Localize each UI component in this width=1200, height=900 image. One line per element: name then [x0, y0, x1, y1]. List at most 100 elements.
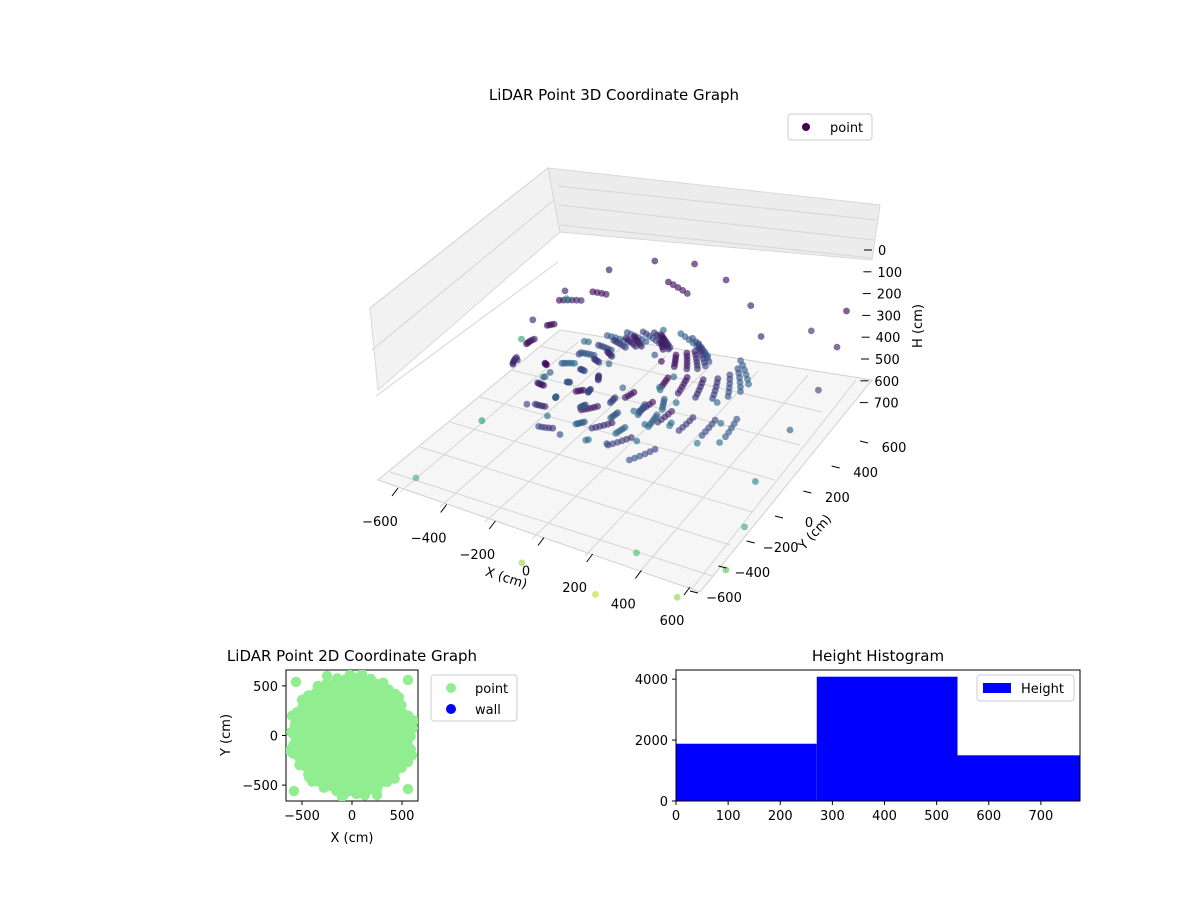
pane-back-right [547, 167, 881, 261]
x-tick-label-hist: 400 [872, 809, 897, 824]
point-3d [689, 414, 697, 421]
point-3d [603, 440, 611, 448]
point-2d [346, 779, 358, 791]
point-2d [365, 673, 376, 684]
point-3d [657, 331, 664, 338]
point-3d [518, 335, 525, 343]
x-tick-3d [488, 520, 496, 530]
point-3d [549, 424, 557, 432]
point-3d [529, 316, 537, 324]
legend-3d-frame [787, 113, 873, 141]
y-tick-3d [774, 515, 784, 519]
z-tick-label-3d: 300 [876, 309, 901, 324]
chart-2d: LiDAR Point 2D Coordinate Graph −500−500… [219, 647, 518, 846]
histogram-bar [676, 743, 817, 801]
z-tick-label-3d: 600 [874, 375, 899, 390]
y-axis-label-3d: Y (cm) [795, 512, 835, 554]
point-3d [843, 307, 850, 315]
point-2d [359, 790, 370, 801]
point-3d [541, 403, 549, 410]
histogram-ticks: 0 100 200 300 400 500 600 700 0 2000 4000 [635, 673, 1053, 824]
x-tick-label-2d: −500 [284, 809, 320, 824]
point-3d [699, 376, 707, 383]
x-tick-3d [440, 504, 448, 513]
point-2d [286, 745, 296, 756]
point-3d [540, 381, 547, 389]
x-tick-label-2d: 0 [348, 809, 356, 824]
point-3d [412, 474, 420, 482]
chart-2d-title: LiDAR Point 2D Coordinate Graph [227, 647, 477, 665]
z-tick-label-3d: 400 [876, 331, 901, 346]
point-2d [376, 765, 388, 776]
point-2d [332, 673, 343, 684]
point-3d [544, 412, 551, 420]
point-3d [590, 355, 598, 363]
point-3d [689, 334, 696, 342]
point-2d [396, 699, 407, 711]
point-2d [336, 791, 348, 801]
y-tick-3d [689, 590, 699, 594]
point-2d [290, 676, 302, 688]
point-2d [303, 772, 315, 783]
x-tick-label-hist: 300 [820, 809, 845, 824]
point-2d [321, 670, 333, 682]
point-2d [389, 688, 401, 699]
chart-3d: LiDAR Point 3D Coordinate Graph [362, 86, 926, 629]
point-3d [603, 332, 611, 339]
point-3d [523, 400, 531, 408]
point-2d [371, 705, 383, 716]
point-3d [575, 350, 583, 358]
y-tick-3d [831, 465, 840, 469]
z-tick-label-3d: 200 [877, 288, 902, 303]
point-3d [656, 384, 663, 391]
point-3d [683, 374, 691, 381]
point-2d [346, 730, 358, 741]
x-tick-label-hist: 200 [768, 809, 793, 824]
x-tick-label-3d: 200 [562, 581, 587, 596]
point-3d [649, 398, 656, 406]
z-axis-ticks-3d: 0 100 200 300 400 500 600 700 [859, 244, 902, 412]
x-axis-ticks-3d: −600 −400 −200 0 200 400 600 [362, 487, 691, 629]
point-2d [356, 670, 368, 680]
point-3d [563, 378, 571, 386]
x-tick-3d [634, 570, 642, 579]
y-tick-label-2d: 0 [270, 730, 278, 745]
point-3d [577, 365, 584, 373]
point-3d [595, 372, 603, 379]
point-3d [558, 359, 566, 367]
point-2d [378, 677, 389, 688]
x-tick-3d [537, 537, 545, 546]
point-3d [478, 417, 486, 425]
y-tick-3d [746, 540, 755, 544]
y-tick-label-2d: 500 [253, 680, 278, 695]
point-3d [543, 361, 550, 369]
point-3d [683, 349, 691, 357]
point-2d [288, 785, 300, 797]
point-3d [651, 257, 659, 265]
point-3d [589, 288, 597, 296]
point-3d [833, 343, 841, 351]
point-3d [722, 276, 730, 284]
point-2d [311, 760, 323, 771]
point-3d [658, 358, 665, 365]
histogram-title: Height Histogram [812, 647, 944, 665]
point-2d [326, 700, 338, 711]
y-tick-label-3d: −600 [706, 591, 742, 606]
point-3d [580, 338, 588, 345]
point-3d [604, 348, 611, 356]
legend-2d-marker-point [446, 683, 456, 693]
point-2d [406, 750, 418, 761]
point-3d [630, 407, 638, 415]
point-3d [518, 559, 526, 567]
x-tick-label-3d: −400 [411, 532, 447, 547]
z-tick-label-3d: 100 [877, 266, 902, 281]
point-3d [713, 399, 721, 406]
point-3d [665, 278, 672, 286]
point-3d [581, 418, 588, 426]
point-2d [294, 759, 305, 771]
point-3d [626, 456, 633, 464]
point-3d [714, 375, 722, 383]
point-3d [722, 566, 730, 574]
